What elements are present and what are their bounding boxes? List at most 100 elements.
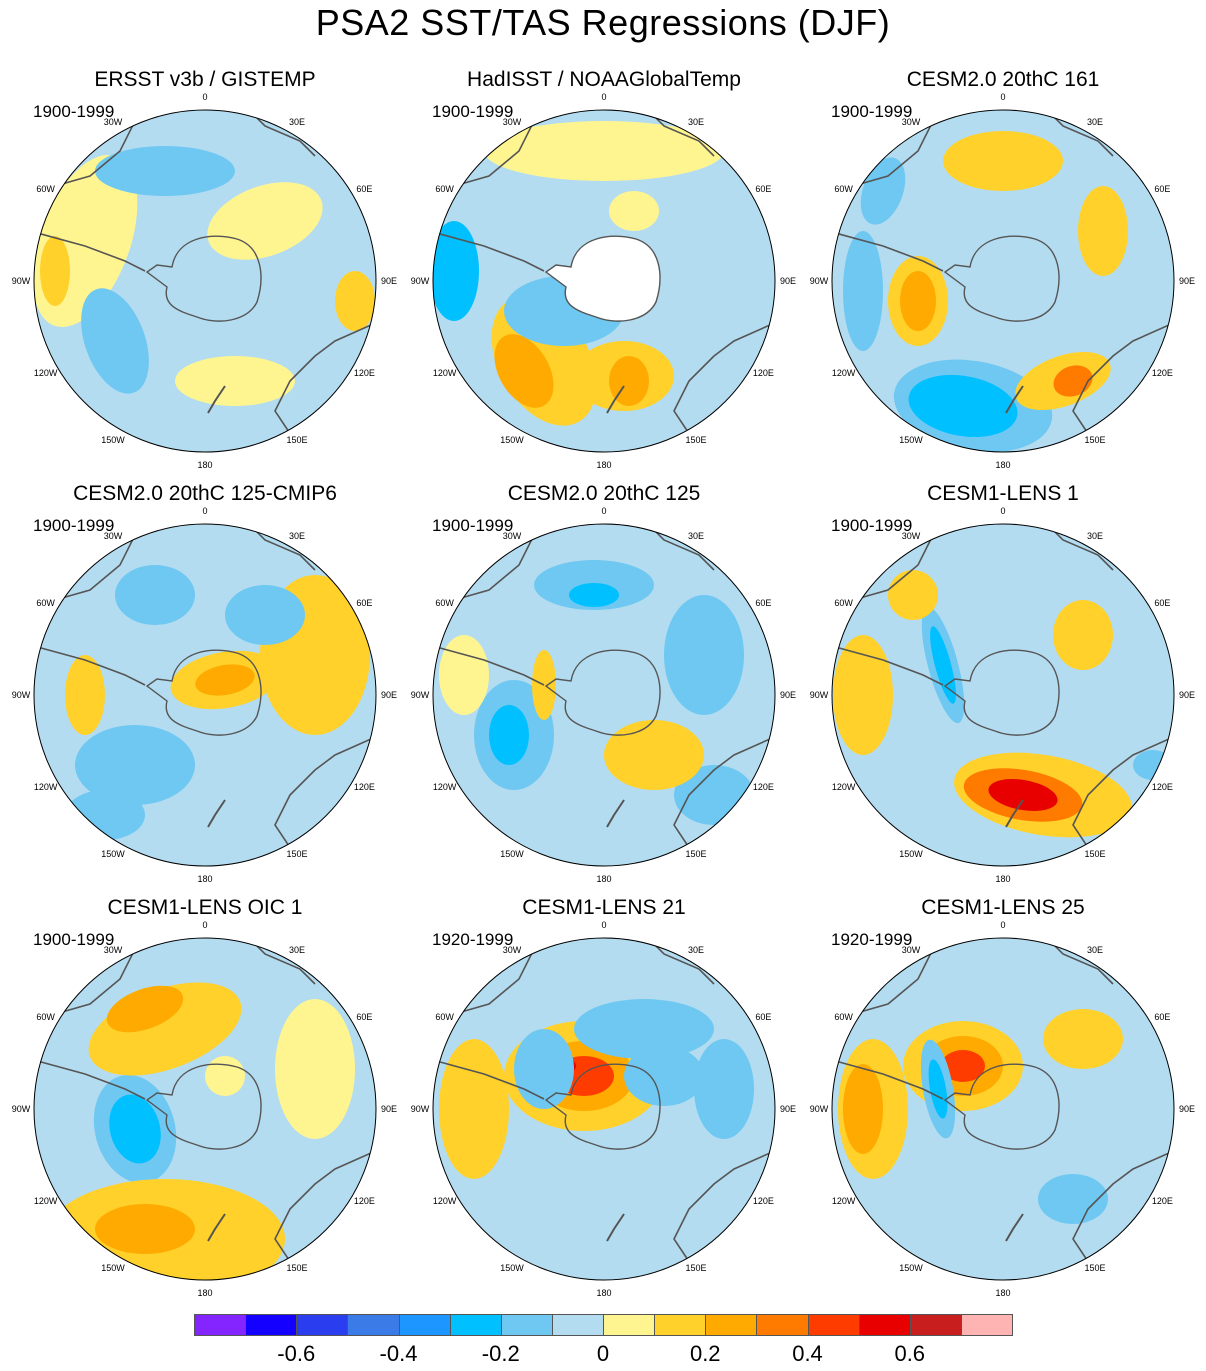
map-border: [831, 523, 1175, 867]
colorbar-swatch: [500, 1314, 553, 1336]
colorbar: [194, 1314, 1013, 1338]
panel-title: CESM1-LENS 1: [927, 482, 1079, 505]
longitude-label: 120W: [432, 368, 457, 378]
colorbar-swatch: [194, 1314, 247, 1336]
anomaly-contour: [930, 626, 956, 704]
panel-period: 1900-1999: [33, 102, 115, 121]
map-panel: CESM1-LENS OIC 1 1900-1999 0 30E 60E 90E 120E 1…: [5, 896, 405, 1298]
anomaly-contour: [115, 565, 195, 625]
panel-title: HadISST / NOAAGlobalTemp: [467, 68, 741, 91]
anomaly-contour: [205, 1056, 245, 1096]
anomaly-contour: [941, 1050, 985, 1082]
polar-map: [432, 523, 776, 867]
longitude-label: 90E: [1178, 690, 1196, 700]
longitude-label: 180: [197, 460, 213, 470]
anomaly-contour: [860, 157, 906, 225]
colorbar-swatch: [909, 1314, 962, 1336]
longitude-label: 150W: [899, 849, 923, 860]
polar-map: [33, 937, 377, 1281]
patagonia-outline: [433, 230, 545, 272]
longitude-label: 60W: [834, 1012, 853, 1022]
longitude-label: 150W: [101, 849, 125, 860]
longitude-label: 90W: [809, 276, 829, 286]
colorbar-swatch: [603, 1314, 656, 1336]
patagonia-outline: [34, 230, 146, 272]
anomaly-contour: [207, 182, 323, 260]
longitude-label: 90E: [380, 276, 398, 286]
map-border: [33, 523, 377, 867]
longitude-label: 120W: [432, 782, 457, 792]
patagonia-outline: [34, 1058, 146, 1100]
longitude-label: 180: [197, 874, 213, 884]
longitude-label: 180: [995, 460, 1011, 470]
longitude-label: 90E: [779, 690, 797, 700]
longitude-label: 60E: [755, 1012, 772, 1022]
anomaly-contour: [109, 1094, 161, 1164]
longitude-label: 0: [601, 92, 607, 102]
colorbar-swatch: [654, 1314, 707, 1336]
longitude-label: 60E: [356, 598, 373, 608]
longitude-label: 0: [202, 920, 208, 930]
anomaly-contour: [1078, 186, 1128, 276]
longitude-label: 30E: [687, 530, 705, 541]
longitude-label: 120W: [33, 1196, 58, 1206]
patagonia-outline: [433, 1058, 545, 1100]
longitude-label: 150W: [899, 435, 923, 446]
longitude-label: 60W: [435, 598, 454, 608]
australia-outline: [673, 320, 775, 442]
panel-title: CESM1-LENS 21: [522, 896, 686, 919]
colorbar-swatch: [347, 1314, 400, 1336]
longitude-label: 0: [202, 92, 208, 102]
colorbar-tick-label: 0: [596, 1341, 610, 1366]
longitude-label: 0: [1000, 92, 1006, 102]
colorbar-swatch: [807, 1314, 860, 1336]
panel-title: CESM1-LENS OIC 1: [107, 896, 303, 919]
longitude-label: 60E: [356, 184, 373, 194]
australia-outline: [673, 734, 775, 856]
longitude-label: 90W: [11, 1104, 31, 1114]
longitude-label: 180: [596, 460, 612, 470]
colorbar-swatch: [756, 1314, 809, 1336]
australia-outline: [274, 734, 376, 856]
longitude-label: 120E: [353, 782, 375, 792]
map-panel: CESM2.0 20thC 161 1900-1999 0 30E 60E 90E 120E…: [803, 68, 1203, 470]
anomaly-contour: [433, 221, 479, 321]
longitude-label: 90E: [1178, 276, 1196, 286]
anomaly-contour: [225, 585, 305, 645]
longitude-label: 180: [596, 1288, 612, 1298]
anomaly-contour: [694, 1039, 754, 1139]
colorbar-tick-label: -0.2: [481, 1341, 520, 1366]
longitude-label: 60W: [36, 598, 55, 608]
longitude-label: 120W: [831, 1196, 856, 1206]
longitude-label: 180: [995, 1288, 1011, 1298]
new-zealand-outline: [207, 385, 226, 414]
colorbar-swatch: [858, 1314, 911, 1336]
polar-map: [33, 109, 377, 453]
longitude-label: 150E: [1084, 435, 1106, 446]
new-zealand-outline: [1005, 799, 1024, 828]
australia-outline: [274, 1148, 376, 1270]
anomaly-contour: [489, 705, 529, 765]
map-panel: CESM1-LENS 25 1920-1999 0 30E 60E 90E 120E 150E…: [803, 896, 1203, 1298]
new-zealand-outline: [1005, 385, 1024, 414]
anomaly-contour: [609, 191, 659, 231]
longitude-label: 90E: [779, 1104, 797, 1114]
longitude-label: 150W: [101, 435, 125, 446]
panel-period: 1900-1999: [33, 516, 115, 535]
longitude-label: 120E: [353, 1196, 375, 1206]
anomaly-contour: [514, 1029, 574, 1109]
longitude-label: 0: [601, 506, 607, 516]
longitude-label: 60E: [1154, 184, 1171, 194]
australia-outline: [1072, 734, 1174, 856]
anomaly-contour: [494, 334, 554, 408]
longitude-label: 30E: [1086, 530, 1104, 541]
anomaly-contour: [900, 271, 936, 331]
colorbar-swatch: [705, 1314, 758, 1336]
longitude-label: 0: [1000, 920, 1006, 930]
anomaly-contour: [1053, 600, 1113, 670]
new-zealand-outline: [207, 799, 226, 828]
polar-map: [831, 109, 1175, 453]
longitude-label: 150W: [500, 849, 524, 860]
antarctica-outline: [145, 649, 262, 736]
anomaly-contour: [624, 1046, 704, 1106]
